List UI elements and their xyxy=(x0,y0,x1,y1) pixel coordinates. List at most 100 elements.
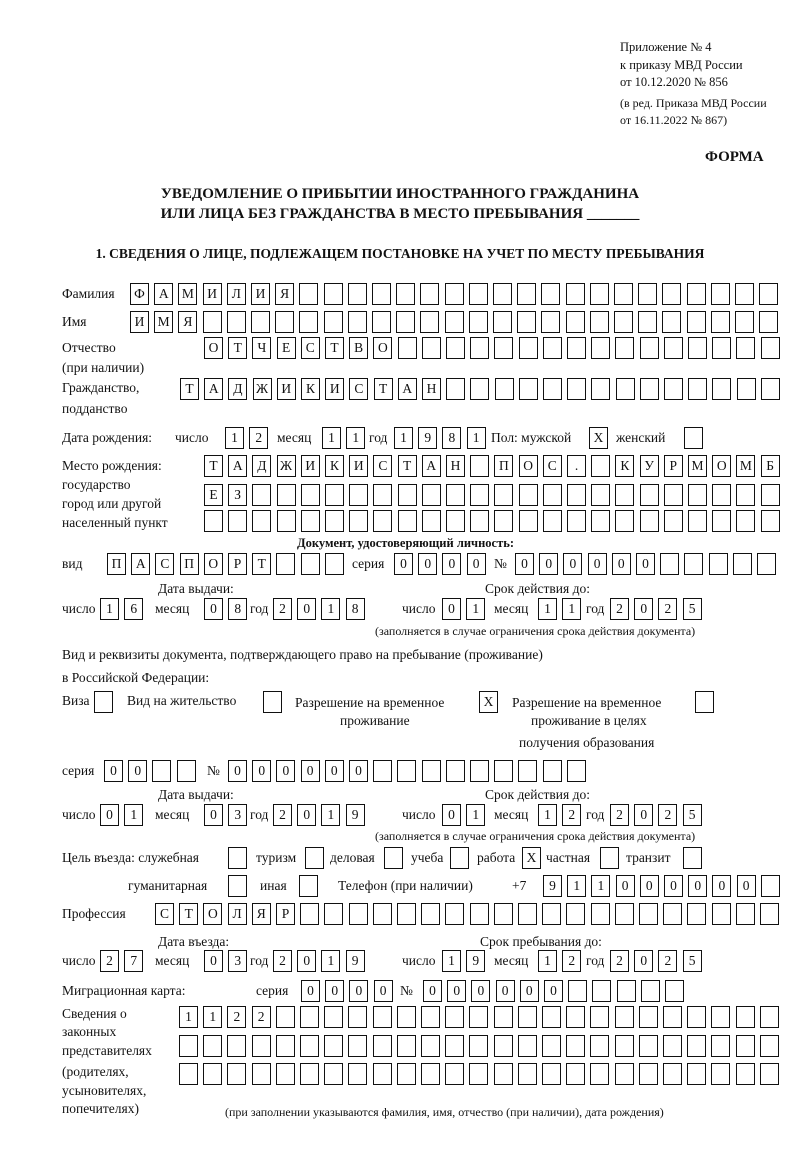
char-box[interactable]: 1 xyxy=(466,427,486,449)
char-box[interactable] xyxy=(688,484,707,506)
char-box[interactable] xyxy=(323,311,343,333)
char-box[interactable]: Ч xyxy=(252,337,272,359)
char-box[interactable]: О xyxy=(204,337,223,359)
char-box[interactable] xyxy=(444,311,464,333)
char-box[interactable] xyxy=(760,875,780,897)
char-box[interactable]: 0 xyxy=(664,875,683,897)
char-box[interactable] xyxy=(542,484,562,506)
char-box[interactable] xyxy=(735,903,755,925)
char-box[interactable]: 1 xyxy=(203,1006,223,1028)
char-box[interactable]: 0 xyxy=(544,980,563,1002)
char-box[interactable]: 0 xyxy=(634,598,654,620)
char-box[interactable]: . xyxy=(567,455,586,477)
char-box[interactable] xyxy=(759,1063,779,1085)
char-box[interactable] xyxy=(347,283,367,305)
char-box[interactable] xyxy=(712,378,732,400)
char-box[interactable] xyxy=(760,903,779,925)
char-box[interactable]: 0 xyxy=(466,553,486,575)
char-box[interactable] xyxy=(590,1063,610,1085)
char-box[interactable]: Л xyxy=(226,283,246,305)
char-box[interactable] xyxy=(732,553,752,575)
char-box[interactable] xyxy=(541,283,561,305)
char-box[interactable]: 0 xyxy=(634,804,654,826)
char-box[interactable] xyxy=(299,875,318,897)
char-box[interactable] xyxy=(396,1035,416,1057)
char-box[interactable]: 1 xyxy=(321,950,341,972)
char-box[interactable]: 0 xyxy=(373,980,393,1002)
char-box[interactable]: 0 xyxy=(519,980,539,1002)
char-box[interactable]: П xyxy=(494,455,514,477)
char-box[interactable] xyxy=(683,847,702,869)
char-box[interactable] xyxy=(305,847,324,869)
char-box[interactable] xyxy=(348,903,368,925)
char-box[interactable] xyxy=(639,510,659,532)
char-box[interactable]: 0 xyxy=(423,980,442,1002)
char-box[interactable]: Т xyxy=(325,337,344,359)
char-box[interactable] xyxy=(470,337,490,359)
char-box[interactable] xyxy=(276,510,296,532)
char-box[interactable] xyxy=(590,903,610,925)
char-box[interactable] xyxy=(469,903,489,925)
char-box[interactable] xyxy=(760,337,780,359)
char-box[interactable]: 0 xyxy=(634,950,654,972)
char-box[interactable]: Т xyxy=(179,903,199,925)
char-box[interactable] xyxy=(251,311,270,333)
char-box[interactable] xyxy=(204,510,223,532)
char-box[interactable] xyxy=(518,484,538,506)
char-box[interactable]: 3 xyxy=(228,950,248,972)
char-box[interactable] xyxy=(397,903,416,925)
char-box[interactable] xyxy=(736,510,756,532)
char-box[interactable]: 2 xyxy=(610,598,629,620)
char-box[interactable]: 0 xyxy=(736,875,756,897)
char-box[interactable] xyxy=(421,1035,440,1057)
char-box[interactable]: 2 xyxy=(249,427,269,449)
char-box[interactable]: С xyxy=(542,455,562,477)
char-box[interactable] xyxy=(384,847,403,869)
char-box[interactable] xyxy=(325,484,344,506)
char-box[interactable] xyxy=(735,1063,755,1085)
char-box[interactable]: Я xyxy=(275,283,295,305)
char-box[interactable] xyxy=(542,510,562,532)
char-box[interactable] xyxy=(300,1006,319,1028)
char-box[interactable] xyxy=(665,980,684,1002)
char-box[interactable] xyxy=(373,760,393,782)
char-box[interactable] xyxy=(228,875,247,897)
char-box[interactable] xyxy=(494,378,514,400)
char-box[interactable] xyxy=(348,1006,368,1028)
char-box[interactable] xyxy=(591,455,611,477)
char-box[interactable] xyxy=(397,510,417,532)
char-box[interactable] xyxy=(263,691,282,713)
char-box[interactable] xyxy=(493,1063,513,1085)
char-box[interactable] xyxy=(688,378,708,400)
char-box[interactable]: 1 xyxy=(562,598,582,620)
char-box[interactable]: 1 xyxy=(538,598,557,620)
char-box[interactable] xyxy=(639,484,659,506)
char-box[interactable]: 0 xyxy=(204,598,223,620)
char-box[interactable]: 1 xyxy=(591,875,611,897)
char-box[interactable] xyxy=(324,1063,344,1085)
char-box[interactable] xyxy=(444,283,464,305)
char-box[interactable]: 0 xyxy=(688,875,708,897)
char-box[interactable]: Т xyxy=(180,378,199,400)
char-box[interactable] xyxy=(687,903,707,925)
char-box[interactable] xyxy=(566,1006,586,1028)
char-box[interactable]: 0 xyxy=(204,950,223,972)
char-box[interactable] xyxy=(735,1035,755,1057)
char-box[interactable] xyxy=(591,378,611,400)
char-box[interactable]: 1 xyxy=(394,427,413,449)
char-box[interactable]: X xyxy=(479,691,498,713)
char-box[interactable] xyxy=(759,311,779,333)
char-box[interactable]: 0 xyxy=(442,598,461,620)
char-box[interactable] xyxy=(275,1006,295,1028)
char-box[interactable] xyxy=(420,283,440,305)
char-box[interactable]: 0 xyxy=(276,760,296,782)
char-box[interactable]: 0 xyxy=(442,804,461,826)
char-box[interactable] xyxy=(708,553,728,575)
char-box[interactable] xyxy=(372,311,391,333)
char-box[interactable]: С xyxy=(300,337,320,359)
char-box[interactable]: 0 xyxy=(100,804,119,826)
char-box[interactable] xyxy=(759,1006,779,1028)
char-box[interactable]: 0 xyxy=(394,553,413,575)
char-box[interactable]: 2 xyxy=(227,1006,247,1028)
char-box[interactable]: Т xyxy=(204,455,223,477)
